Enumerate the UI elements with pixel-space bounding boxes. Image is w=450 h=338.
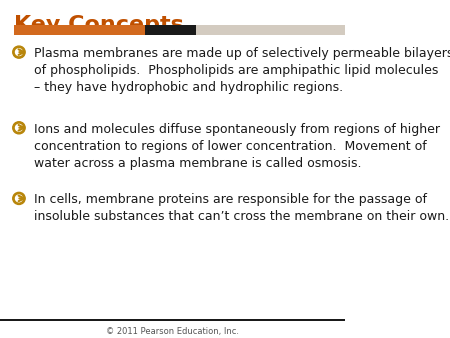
Circle shape (15, 49, 22, 55)
Bar (145, 25, 196, 35)
Circle shape (13, 122, 25, 134)
Text: Ions and molecules diffuse spontaneously from regions of higher
concentration to: Ions and molecules diffuse spontaneously… (35, 123, 441, 170)
Bar (0, 319, 345, 321)
Circle shape (15, 124, 22, 131)
Circle shape (13, 192, 25, 204)
Text: © 2011 Pearson Education, Inc.: © 2011 Pearson Education, Inc. (106, 327, 239, 336)
Circle shape (13, 46, 25, 58)
Text: In cells, membrane proteins are responsible for the passage of
insoluble substan: In cells, membrane proteins are responsi… (35, 193, 450, 223)
Bar (14, 25, 145, 35)
Text: Key Concepts: Key Concepts (14, 15, 184, 35)
Bar (14, 25, 345, 35)
Circle shape (15, 195, 22, 202)
Text: Plasma membranes are made up of selectively permeable bilayers
of phospholipids.: Plasma membranes are made up of selectiv… (35, 47, 450, 94)
